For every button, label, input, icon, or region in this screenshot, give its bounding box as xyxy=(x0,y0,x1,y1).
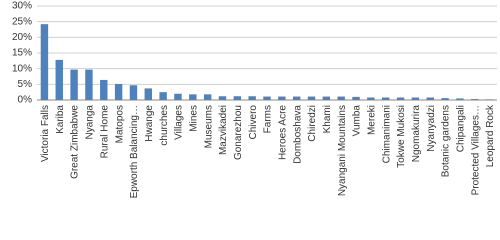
x-tick-label: Domboshava xyxy=(292,105,303,164)
y-tick-label: 15% xyxy=(12,48,32,59)
x-tick-label: Chiredzi xyxy=(307,105,318,142)
x-tick-label: Hwange xyxy=(144,105,155,142)
bar xyxy=(203,94,212,100)
x-tick-label: Museums xyxy=(203,105,214,148)
bar xyxy=(100,79,108,100)
bar xyxy=(456,98,464,100)
x-tick-label: Tokwe Mukosi xyxy=(396,105,407,168)
x-tick-label: Nyangani Mountains xyxy=(337,105,348,196)
x-tick-label: Rural Home xyxy=(99,105,110,159)
bar xyxy=(248,96,256,100)
bar xyxy=(40,24,49,101)
x-tick-label: Matopos xyxy=(114,105,125,143)
x-tick-label: Mazvikadei xyxy=(218,105,229,155)
y-tick-label: 25% xyxy=(12,16,32,27)
bar xyxy=(70,69,78,100)
x-tick-label: Nyanyadzi xyxy=(426,105,437,152)
bar xyxy=(55,59,63,100)
bar xyxy=(441,98,449,100)
x-tick-label: Khami xyxy=(322,105,333,133)
x-tick-label: Mines xyxy=(188,105,199,132)
bar xyxy=(322,96,331,100)
x-tick-label: Farms xyxy=(263,105,274,133)
y-tick-label: 0% xyxy=(18,95,33,106)
x-tick-label: Ngomakurira xyxy=(411,105,422,163)
x-tick-label: Chimanimani xyxy=(381,105,392,163)
bar xyxy=(292,96,301,100)
bar xyxy=(426,97,434,100)
y-tick-label: 30% xyxy=(12,1,32,12)
bar xyxy=(233,96,242,100)
bar xyxy=(396,97,405,100)
bar xyxy=(352,96,360,100)
bar xyxy=(263,96,271,100)
x-tick-label: Leopard Rock xyxy=(485,104,496,167)
bar xyxy=(337,96,345,100)
bar xyxy=(114,84,123,100)
y-tick-label: 10% xyxy=(12,63,32,74)
bar xyxy=(218,96,227,100)
y-tick-label: 5% xyxy=(18,79,33,90)
x-tick-label: Mereki xyxy=(367,105,378,135)
bar xyxy=(278,96,286,100)
x-tick-label: Botanic gardens xyxy=(441,105,452,177)
bar xyxy=(129,85,138,100)
x-tick-label: Villages xyxy=(174,105,185,140)
x-tick-label: Chipangali xyxy=(456,105,467,152)
bar xyxy=(367,97,375,100)
x-tick-label: Kariba xyxy=(55,105,66,134)
bar xyxy=(471,99,479,100)
bar xyxy=(189,94,197,100)
x-tick-label: Heroes Acre xyxy=(277,105,288,160)
bar xyxy=(411,97,420,100)
x-tick-label: Gonarezhou xyxy=(233,105,244,160)
chart: 0% 5% 10% 15% 20% 25% 30% Victoria Falls Kariba G… xyxy=(12,1,497,198)
x-tick-label: Protected Villages… xyxy=(470,105,481,195)
x-tick-label: Nyanga xyxy=(85,105,96,140)
bar xyxy=(144,88,152,100)
x-tick-label: Vumba xyxy=(352,105,363,137)
bar xyxy=(174,93,182,100)
x-tick-label: Victoria Falls xyxy=(40,105,51,162)
bar xyxy=(307,96,316,100)
bar xyxy=(159,92,167,100)
x-tick-label: Epworth Balancing… xyxy=(129,105,140,198)
bar xyxy=(485,99,494,100)
y-tick-label: 20% xyxy=(12,32,32,43)
bar xyxy=(382,97,390,100)
bar xyxy=(85,69,93,100)
x-tick-label: Chivero xyxy=(248,105,259,140)
x-tick-label: Great Zimbabwe xyxy=(70,105,81,179)
x-tick-label: churches xyxy=(159,105,170,146)
